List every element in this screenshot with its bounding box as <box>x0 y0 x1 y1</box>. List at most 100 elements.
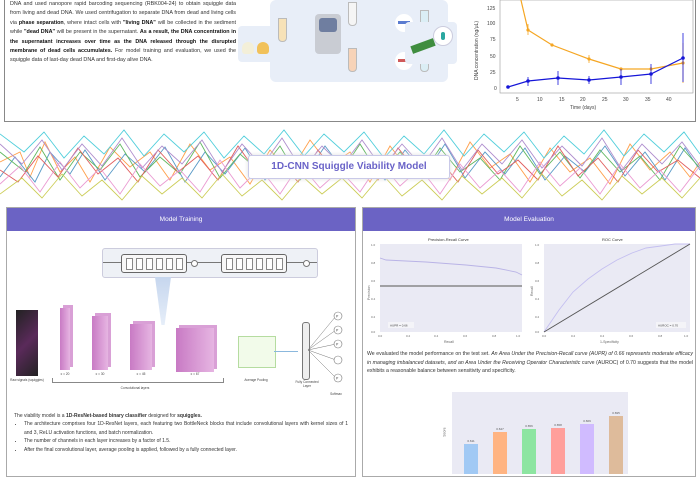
flask-icon <box>257 42 269 54</box>
svg-text:Precision: Precision <box>367 286 371 300</box>
y-axis-label: Score <box>442 427 447 437</box>
svg-text:AUROC = 0.70: AUROC = 0.70 <box>658 324 678 328</box>
evaluation-description: We evaluated the model performance on th… <box>367 350 693 376</box>
bullet-item: The architecture comprises four 1D-ResNe… <box>24 420 348 437</box>
svg-text:0.4: 0.4 <box>434 334 439 338</box>
svg-text:P: P <box>336 377 339 381</box>
svg-text:25: 25 <box>602 97 608 103</box>
dead-dna-term: "dead DNA" <box>23 29 56 36</box>
squiggle-signal-background <box>0 122 700 208</box>
svg-text:0.4: 0.4 <box>535 297 540 301</box>
svg-text:ROC Curve: ROC Curve <box>602 237 623 242</box>
conv-layer-3 <box>130 324 152 370</box>
svg-text:40: 40 <box>666 97 672 103</box>
svg-text:0.6: 0.6 <box>629 334 634 338</box>
poster-title: 1D-CNN Squiggle Viability Model <box>248 155 450 179</box>
svg-text:0.2: 0.2 <box>535 315 540 319</box>
svg-text:35: 35 <box>645 97 651 103</box>
intro-line: to obtain squiggle data from living and … <box>10 1 237 17</box>
bottleneck-block <box>121 254 187 273</box>
result-statement: As a result, the DNA concentration in th… <box>10 29 237 55</box>
svg-text:15: 15 <box>559 97 565 103</box>
intro-paragraph: DNA and used nanopore rapid barcoding se… <box>10 0 236 66</box>
culture-flasks-illustration <box>238 26 274 62</box>
classifier-term: 1D-ResNet-based binary classifier <box>65 413 147 419</box>
model-evaluation-header: Model Evaluation <box>363 208 695 231</box>
svg-text:0: 0 <box>494 86 497 92</box>
bar-plot-area: 0.611 0.647 0.656 0.658 0.669 0.695 <box>452 392 628 474</box>
bar <box>580 424 594 474</box>
bar-value-label: 0.656 <box>525 424 533 428</box>
bar <box>522 429 536 474</box>
svg-text:Recall: Recall <box>530 286 534 296</box>
bar-value-label: 0.695 <box>612 411 620 415</box>
resnet-block-detail <box>102 248 318 278</box>
raw-signal-input-block <box>16 310 38 376</box>
bar-value-label: 0.658 <box>554 423 562 427</box>
tube-icon <box>348 48 357 72</box>
fully-connected-layer <box>302 322 310 380</box>
svg-text:0.2: 0.2 <box>571 334 576 338</box>
phase-separation-term: phase separation <box>18 19 64 26</box>
svg-text:P: P <box>336 329 339 333</box>
svg-text:0.8: 0.8 <box>492 334 497 338</box>
layer-label: c = 45 <box>136 372 146 376</box>
roc-term: Receiving Operator Characteristic <box>502 359 581 366</box>
bar-value-label: 0.647 <box>496 427 504 431</box>
tube-icon <box>278 18 287 42</box>
svg-text:0.0: 0.0 <box>542 334 547 338</box>
intro-text: For model training and evaluation, we us… <box>10 48 236 64</box>
bar-value-label: 0.669 <box>583 419 591 423</box>
pore-icon <box>433 26 453 46</box>
svg-text:30: 30 <box>623 97 629 103</box>
intro-text: , where intact cells with <box>63 19 123 26</box>
svg-text:20: 20 <box>580 97 586 103</box>
add-node-icon <box>191 260 198 267</box>
svg-text:0.2: 0.2 <box>371 315 376 319</box>
connector-line <box>274 351 298 352</box>
precision-recall-chart: Precision-Recall Curve AUPR = 0.66 1.0 0.… <box>367 237 523 344</box>
sequencer-icon <box>410 38 436 54</box>
centrifuge-icon <box>315 14 341 54</box>
svg-text:Precision-Recall Curve: Precision-Recall Curve <box>428 237 469 242</box>
svg-text:0.6: 0.6 <box>463 334 468 338</box>
svg-text:0.0: 0.0 <box>378 334 383 338</box>
svg-text:1-Specificity: 1-Specificity <box>600 340 619 344</box>
dna-concentration-chart: 0 25 50 75 100 125 5 10 15 20 25 30 35 40 Time (days… <box>470 0 696 122</box>
svg-text:50: 50 <box>490 54 496 60</box>
svg-text:P: P <box>336 315 339 319</box>
intro-text: will be present in the supernatant. <box>55 29 140 36</box>
svg-text:0.8: 0.8 <box>535 261 540 265</box>
text: designed for <box>146 413 178 419</box>
svg-text:0.4: 0.4 <box>371 297 376 301</box>
svg-text:0.4: 0.4 <box>600 334 605 338</box>
bar <box>464 444 478 474</box>
bar <box>609 416 623 474</box>
svg-text:5: 5 <box>516 97 519 103</box>
add-node-icon <box>303 260 310 267</box>
svg-text:AUPR = 0.66: AUPR = 0.66 <box>390 324 408 328</box>
intro-line: centrifugation to separate DNA from dead… <box>10 10 236 26</box>
svg-text:75: 75 <box>490 37 496 43</box>
tube-icon <box>348 2 357 26</box>
svg-text:0.6: 0.6 <box>371 279 376 283</box>
training-description: The viability model is a 1D-ResNet-based… <box>14 412 348 454</box>
roc-chart: ROC Curve AUROC = 0.70 1.0 0.8 0.6 0.4 0.2 0.… <box>530 237 691 344</box>
text: curve (AUROC) of 0.70 suggests that the … <box>367 359 693 375</box>
intro-text: will be collected in the sediment while <box>10 19 236 36</box>
bar <box>551 428 565 474</box>
bar-value-label: 0.611 <box>467 439 475 443</box>
svg-text:0.6: 0.6 <box>535 279 540 283</box>
svg-text:125: 125 <box>487 6 496 12</box>
svg-text:0.8: 0.8 <box>658 334 663 338</box>
svg-text:P: P <box>336 343 339 347</box>
average-pooling-block <box>238 336 276 368</box>
conv-layer-1 <box>60 308 70 370</box>
bullet-item: The number of channels in each layer inc… <box>24 437 348 445</box>
layer-label: c = 20 <box>60 372 70 376</box>
connector-line <box>103 262 317 263</box>
conv-layers-bracket <box>52 378 224 383</box>
svg-text:1.0: 1.0 <box>535 243 540 247</box>
svg-text:0.0: 0.0 <box>535 330 540 334</box>
layer-label: c = 67 <box>190 372 200 376</box>
